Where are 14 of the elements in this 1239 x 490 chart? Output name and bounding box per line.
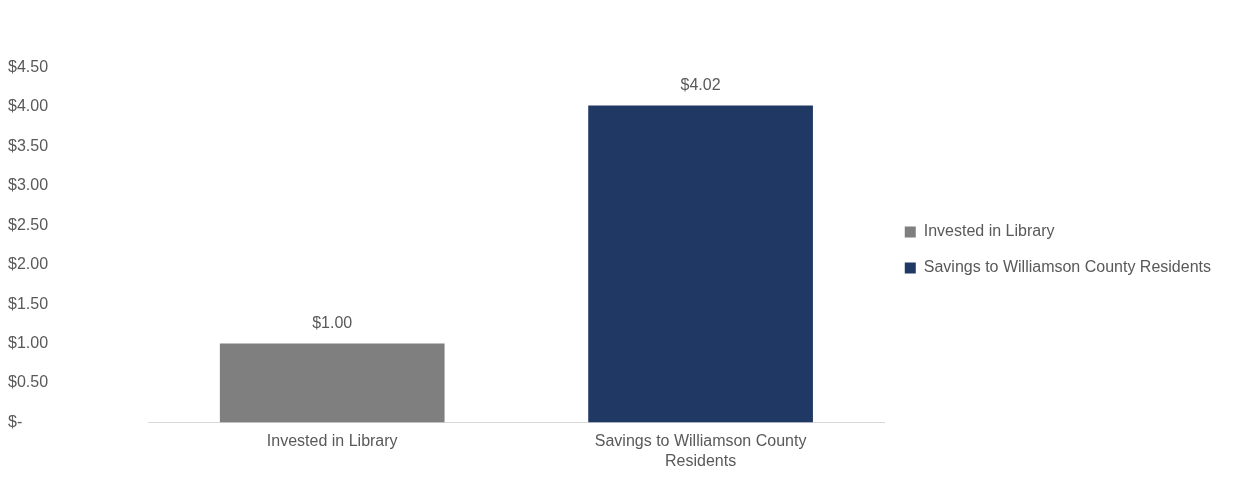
y-tick-label: $3.00 <box>8 176 49 194</box>
legend-label: Savings to Williamson County Residents <box>923 258 1211 276</box>
y-tick-label: $4.00 <box>8 97 49 115</box>
y-tick-label: $3.50 <box>8 136 49 154</box>
y-tick-label: $4.50 <box>8 58 49 76</box>
y-tick-label: $2.00 <box>8 255 49 273</box>
legend-label: Invested in Library <box>923 222 1055 240</box>
y-tick-label: $- <box>8 412 23 430</box>
data-label: $1.00 <box>312 313 353 331</box>
data-label: $4.02 <box>680 75 721 93</box>
y-tick-label: $1.50 <box>8 294 49 312</box>
y-tick-label: $1.00 <box>8 333 49 351</box>
y-tick-label: $0.50 <box>8 373 49 391</box>
y-tick-label: $2.50 <box>8 215 49 233</box>
